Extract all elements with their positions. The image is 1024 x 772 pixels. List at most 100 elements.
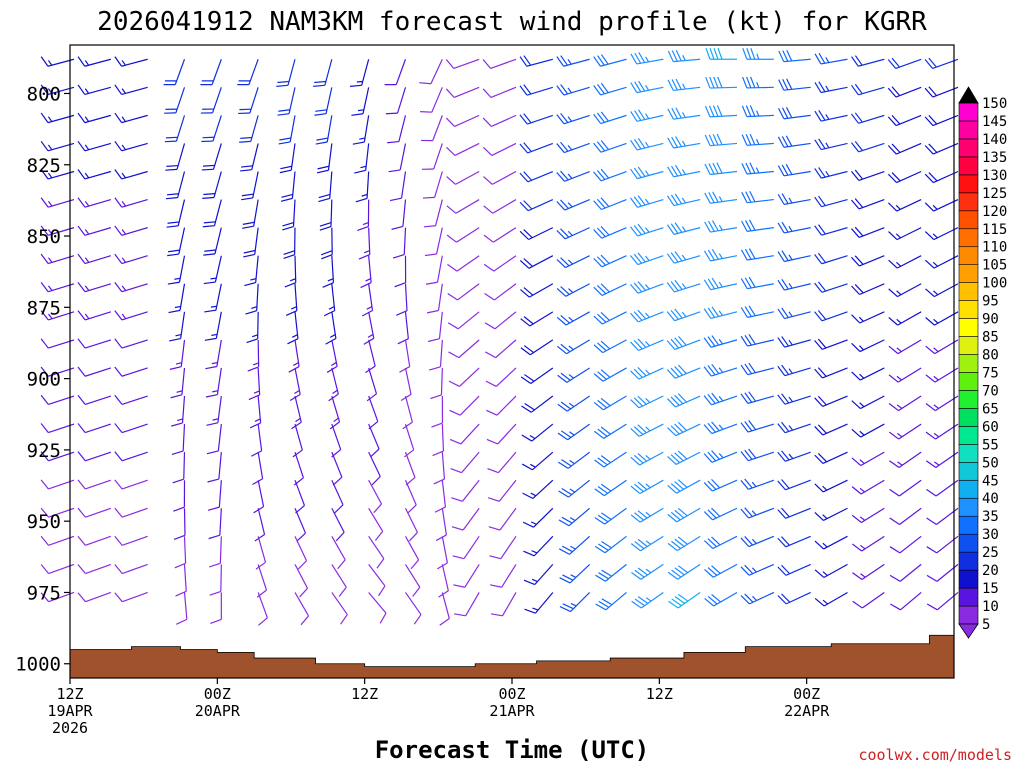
wind-barb [520, 85, 553, 96]
wind-barb [925, 143, 958, 154]
colorbar-label: 105 [982, 258, 1007, 274]
wind-barb [165, 115, 185, 141]
colorbar-label: 75 [982, 365, 999, 381]
wind-barb [778, 394, 811, 404]
wind-barb [557, 256, 590, 268]
wind-barb [560, 564, 590, 583]
wind-barb [256, 536, 265, 569]
colorbar-segment [959, 247, 978, 265]
wind-barb [485, 312, 516, 329]
wind-barb [332, 452, 342, 485]
wind-barb [453, 564, 479, 587]
wind-barb [332, 564, 346, 596]
wind-barb [853, 592, 885, 607]
wind-barb [449, 368, 479, 386]
wind-barb [437, 536, 447, 569]
x-tick-label: 12Z [56, 685, 83, 703]
wind-barb [447, 228, 479, 243]
colorbar-label: 145 [982, 114, 1007, 130]
wind-barb [364, 312, 374, 345]
wind-barb [78, 311, 111, 320]
wind-barb [778, 251, 811, 262]
wind-barb [704, 307, 737, 319]
x-tick-label: 22APR [784, 702, 830, 720]
wind-barb [369, 536, 384, 568]
wind-barb [667, 336, 700, 349]
wind-barb [889, 256, 922, 268]
wind-barb [631, 339, 664, 351]
wind-barb [165, 143, 184, 170]
wind-barb [668, 592, 700, 607]
wind-barb [446, 59, 479, 68]
wind-barb [631, 81, 664, 93]
wind-barb [667, 251, 700, 263]
wind-barb [419, 59, 442, 83]
wind-barb [41, 536, 74, 545]
wind-barb [667, 309, 700, 321]
wind-barb [115, 536, 148, 545]
wind-barb [888, 58, 921, 68]
wind-barb [925, 228, 958, 240]
wind-barb [429, 340, 442, 370]
wind-barb [888, 200, 921, 212]
wind-barb [852, 508, 884, 522]
y-tick-label: 850 [27, 226, 61, 248]
wind-barb [852, 340, 885, 352]
wind-barb [287, 312, 297, 344]
wind-barb [249, 368, 260, 400]
wind-barb [489, 508, 516, 530]
wind-barb [203, 200, 222, 227]
wind-barb [78, 480, 111, 489]
wind-barb [426, 256, 442, 285]
credit-text[interactable]: coolwx.com/models [858, 746, 1012, 764]
wind-barb [742, 134, 774, 145]
wind-barb [815, 139, 848, 150]
wind-barb [361, 256, 372, 288]
wind-barb [200, 59, 221, 84]
wind-barb [631, 367, 664, 379]
wind-barb [487, 424, 516, 444]
wind-barb [487, 452, 516, 473]
wind-barb [741, 249, 773, 260]
wind-barb [927, 592, 958, 609]
wind-barb [852, 368, 885, 380]
wind-barb [520, 143, 553, 153]
colorbar-label: 115 [982, 222, 1007, 238]
wind-barb [406, 564, 420, 596]
colorbar-label: 40 [982, 491, 999, 507]
wind-barb [115, 198, 148, 207]
wind-barb [706, 48, 737, 59]
wind-barb [78, 170, 111, 179]
wind-barb [484, 228, 516, 243]
wind-barb [741, 508, 774, 518]
wind-barb [486, 396, 516, 415]
wind-barb [925, 87, 958, 97]
wind-barb [406, 508, 418, 541]
wind-barb [489, 536, 516, 558]
wind-barb [741, 334, 774, 346]
wind-barb [704, 451, 737, 463]
chart-title: 2026041912 NAM3KM forecast wind profile … [97, 7, 927, 37]
wind-barb [250, 396, 261, 428]
wind-barb [852, 424, 884, 437]
wind-barb [369, 508, 383, 540]
wind-barb [815, 564, 847, 577]
wind-barb [778, 564, 811, 575]
wind-barb [115, 141, 148, 150]
wind-barb [926, 284, 958, 297]
wind-barb [244, 256, 258, 286]
colorbar: 5101520253035404550556065707580859095100… [959, 87, 1007, 638]
wind-barb [324, 284, 335, 316]
wind-barb [704, 249, 737, 261]
wind-barb [206, 368, 221, 397]
wind-barb [704, 336, 737, 348]
wind-barb [78, 254, 111, 263]
y-tick-label: 925 [27, 440, 61, 462]
wind-barb [386, 87, 406, 113]
wind-barb [172, 424, 185, 454]
wind-barb [395, 256, 406, 287]
colorbar-segment [959, 139, 978, 157]
wind-barb [520, 56, 553, 67]
colorbar-segment [959, 157, 978, 175]
colorbar-segment [959, 372, 978, 390]
